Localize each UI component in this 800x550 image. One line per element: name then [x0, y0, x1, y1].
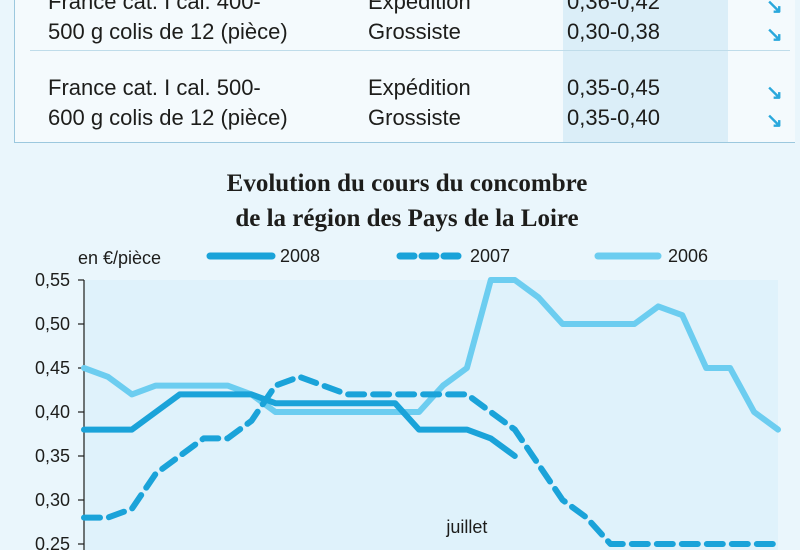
- price-range: 0,35-0,40: [567, 105, 660, 130]
- price-chart: Evolution du cours du concombre de la ré…: [0, 158, 800, 550]
- price-table: [14, 0, 795, 143]
- trend-down-icon: ↘: [766, 110, 783, 132]
- y-axis: 0,55 0,50 0,45 0,40 0,35 0,30 0,25: [35, 270, 85, 550]
- price-range: 0,36-0,42: [567, 0, 660, 14]
- trend-down-icon: ↘: [766, 0, 783, 18]
- legend-label-2008: 2008: [280, 246, 320, 266]
- series-line-2006: [81, 277, 781, 433]
- series-line-2007: [81, 373, 781, 547]
- product-name-line1: France cat. I cal. 400-: [48, 0, 261, 14]
- series-layer: [81, 277, 781, 547]
- y-tick-label: 0,45: [35, 358, 70, 378]
- legend-label-2007: 2007: [470, 246, 510, 266]
- plot-area: [84, 280, 778, 550]
- product-name-line1: France cat. I cal. 500-: [48, 75, 261, 100]
- price-range: 0,35-0,45: [567, 75, 660, 100]
- market-stage: Expédition: [368, 0, 471, 14]
- legend: 2008 2007 2006: [206, 246, 708, 266]
- y-tick-label: 0,30: [35, 490, 70, 510]
- y-tick-label: 0,35: [35, 446, 70, 466]
- product-name-line2: 600 g colis de 12 (pièce): [48, 105, 288, 130]
- series-line-2008: [81, 391, 518, 459]
- y-tick-label: 0,50: [35, 314, 70, 334]
- y-tick-label: 0,40: [35, 402, 70, 422]
- y-axis-unit-label: en €/pièce: [78, 248, 161, 268]
- row-divider: [30, 50, 790, 51]
- y-tick-label: 0,55: [35, 270, 70, 290]
- market-stage: Grossiste: [368, 105, 461, 130]
- x-annotation-label: juillet: [445, 517, 487, 537]
- y-tick-label: 0,25: [35, 534, 70, 550]
- market-stage: Grossiste: [368, 19, 461, 44]
- trend-down-icon: ↘: [766, 82, 783, 104]
- chart-svg: Evolution du cours du concombre de la ré…: [0, 158, 800, 550]
- price-column-band: [563, 0, 728, 142]
- price-range: 0,30-0,38: [567, 19, 660, 44]
- chart-title-line1: Evolution du cours du concombre: [227, 170, 588, 197]
- legend-label-2006: 2006: [668, 246, 708, 266]
- trend-down-icon: ↘: [766, 24, 783, 46]
- market-stage: Expédition: [368, 75, 471, 100]
- product-name-line2: 500 g colis de 12 (pièce): [48, 19, 288, 44]
- chart-title-line2: de la région des Pays de la Loire: [235, 205, 578, 232]
